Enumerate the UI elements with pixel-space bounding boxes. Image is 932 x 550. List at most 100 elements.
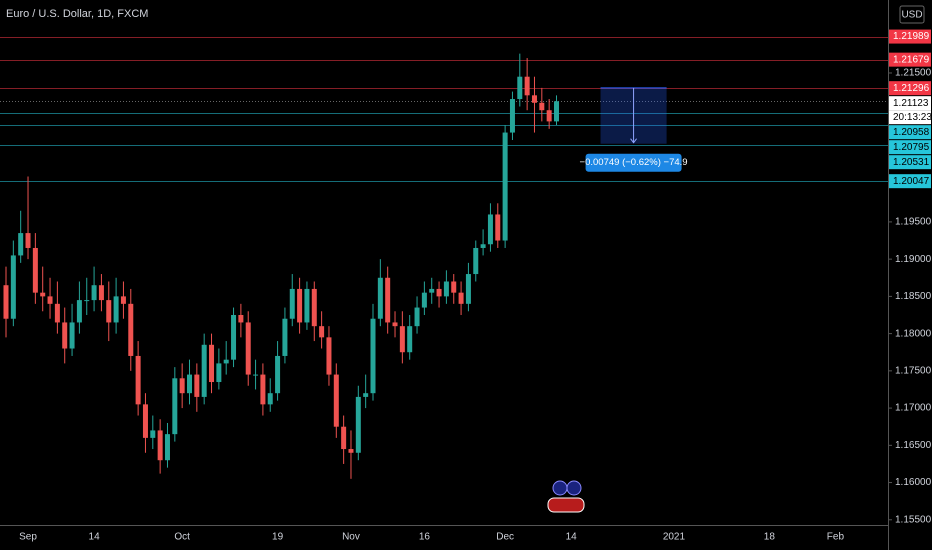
price-label-box (889, 125, 931, 140)
candle-body (135, 355, 141, 405)
candle-body (495, 214, 501, 241)
candle-body (370, 318, 376, 394)
candle-body (76, 300, 82, 323)
x-tick-label: 14 (566, 532, 578, 543)
y-tick-label: 1.19000 (895, 254, 932, 265)
price-label-box (889, 29, 931, 44)
candle-body (443, 281, 449, 297)
candle-body (62, 322, 68, 349)
candle-body (414, 307, 420, 327)
candle-body (18, 233, 24, 256)
price-label: 1.20047 (893, 176, 930, 187)
candle-body (187, 374, 192, 394)
y-tick-label: 1.18500 (895, 291, 932, 302)
candle-body (3, 285, 9, 319)
candle-body (392, 322, 398, 327)
candle-body (231, 315, 237, 360)
candle-body (385, 277, 391, 323)
candle-body (458, 292, 464, 304)
x-tick-label: Oct (174, 532, 190, 543)
price-label: 1.20795 (893, 142, 930, 153)
candle-body (282, 318, 288, 356)
currency[interactable]: USD (901, 10, 922, 21)
y-tick-label: 1.19500 (895, 217, 932, 228)
price-label: 1.21296 (893, 83, 930, 94)
y-tick-label: 1.15500 (895, 514, 932, 525)
candle-body (348, 449, 354, 453)
candle-body (253, 374, 259, 376)
price-label-box (889, 81, 931, 96)
price-label-box (889, 174, 931, 189)
position-arrowhead (630, 138, 637, 144)
candle-body (120, 296, 126, 304)
candle-body (150, 430, 156, 438)
x-tick-label: 19 (272, 532, 284, 543)
candle-body (509, 99, 515, 133)
price-label-box (889, 140, 931, 155)
price-label: 1.21123 (893, 98, 929, 109)
candle-body (429, 288, 435, 293)
candle-body (524, 76, 530, 96)
logo-circle (566, 480, 582, 496)
candle-body (267, 393, 273, 405)
y-tick-label: 1.18000 (895, 328, 932, 339)
candle-body (194, 374, 200, 397)
candle-body (436, 288, 442, 297)
candle-body (91, 285, 97, 301)
y-tick-label: 1.16500 (895, 440, 932, 451)
candle-body (128, 303, 134, 356)
logo (547, 480, 585, 513)
currency-button[interactable] (899, 5, 925, 24)
candle-body (157, 430, 163, 461)
x-tick-label: Dec (496, 532, 514, 543)
candle-body (69, 322, 75, 349)
candle-body (106, 300, 112, 323)
candle-body (465, 274, 471, 304)
candle-body (473, 247, 479, 275)
candle-body (531, 95, 537, 103)
candle-body (421, 292, 427, 308)
x-tick-label: Feb (827, 532, 845, 543)
candle-body (47, 296, 53, 304)
candle-body (377, 277, 383, 319)
y-tick-label: 1.17000 (895, 403, 932, 414)
x-tick-label: 16 (419, 532, 431, 543)
y-tick-label: 1.17500 (895, 365, 932, 376)
price-label-box (889, 96, 931, 111)
candle-body (304, 288, 310, 323)
candle-body (289, 288, 295, 319)
logo-flag (547, 497, 585, 513)
candle-body (54, 303, 60, 323)
price-label: 1.20531 (893, 157, 930, 168)
x-tick-label: Nov (342, 532, 360, 543)
countdown-box (889, 110, 931, 125)
price-label: 1.20958 (893, 127, 930, 138)
price-label: 1.21989 (893, 31, 930, 42)
candle-body (142, 404, 148, 438)
candle-body (399, 326, 405, 353)
candle-body (260, 374, 266, 405)
countdown: 20:13:23 (893, 112, 932, 123)
candle-body (223, 359, 229, 364)
candle-body (487, 214, 493, 245)
y-tick-label: 1.21500 (895, 68, 932, 79)
candle-body (172, 378, 178, 435)
candle-body (10, 255, 16, 319)
candle-body (297, 288, 303, 323)
candle-body (238, 315, 244, 323)
candle-body (84, 300, 90, 302)
price-label-box (889, 155, 931, 170)
candle-body (216, 363, 222, 383)
chart-title: Euro / U.S. Dollar, 1D, FXCM (6, 8, 148, 20)
candle-body (326, 337, 332, 375)
candle-body (319, 326, 325, 338)
price-label: 1.21679 (893, 54, 930, 65)
candle-body (355, 396, 361, 453)
price-label-box (889, 52, 931, 67)
candle-body (98, 285, 104, 301)
candle-body (363, 393, 369, 397)
candle-body (113, 296, 119, 323)
candle-body (209, 344, 215, 383)
x-tick-label: 14 (89, 532, 101, 543)
